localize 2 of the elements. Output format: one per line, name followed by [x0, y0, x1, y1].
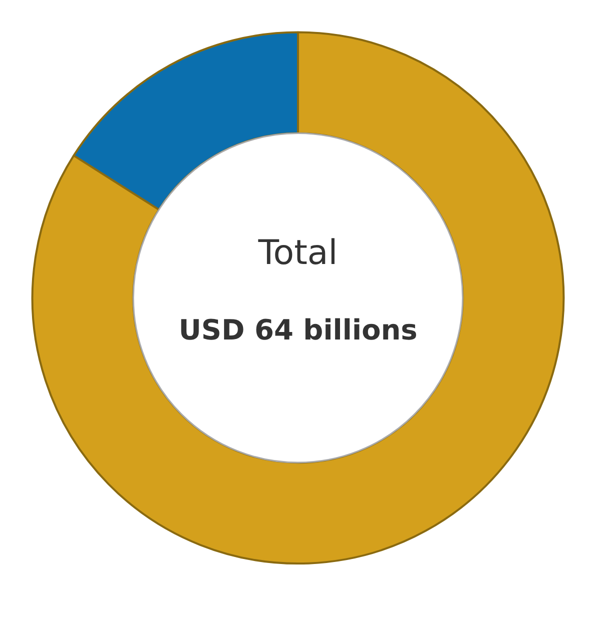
text: USD 64 billions: [178, 313, 418, 346]
text: Total: [257, 232, 338, 273]
